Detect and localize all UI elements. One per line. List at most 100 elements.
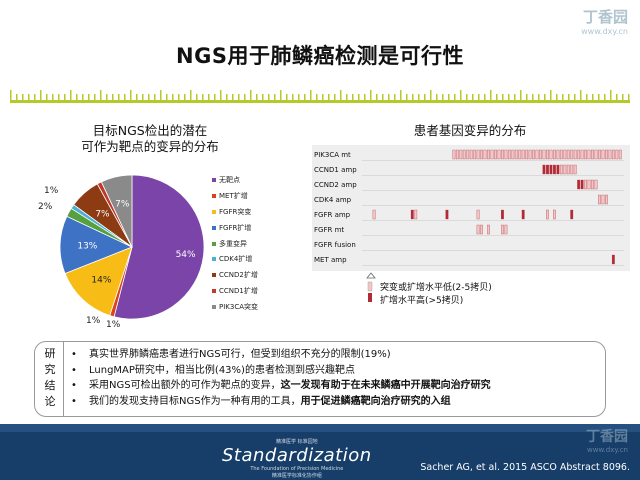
ruler-tick xyxy=(490,90,492,101)
legend-swatch xyxy=(212,257,216,262)
heatmap-cell xyxy=(514,149,518,160)
ruler-tick xyxy=(418,94,420,101)
heatmap-cell xyxy=(601,194,605,205)
ruler-tick xyxy=(520,90,522,101)
legend-item: PIK3CA突变 xyxy=(212,299,258,315)
heatmap-key-low: 突变或扩增水平低(2-5拷贝) xyxy=(380,283,492,293)
ruler-tick xyxy=(238,94,240,101)
ruler-tick xyxy=(394,94,396,101)
heatmap-cell xyxy=(410,209,414,220)
ruler-tick xyxy=(292,94,294,101)
legend-label: 多重变异 xyxy=(219,239,247,248)
legend-swatch xyxy=(212,177,216,182)
heatmap-cell xyxy=(580,149,584,160)
ruler-tick xyxy=(160,90,162,101)
conclusion-item-text: 采用NGS可检出额外的可作为靶点的变异， xyxy=(89,380,281,391)
heatmap-cell xyxy=(608,149,612,160)
ruler-tick xyxy=(172,94,174,101)
heatmap-row-line xyxy=(362,220,624,221)
ruler-tick xyxy=(274,94,276,101)
ruler-tick xyxy=(178,94,180,101)
ruler-tick xyxy=(556,94,558,101)
heatmap-cell xyxy=(459,149,463,160)
heatmap-cell xyxy=(584,149,587,160)
ruler-tick xyxy=(382,94,384,101)
heatmap-cell xyxy=(570,209,574,220)
ruler-tick xyxy=(496,94,498,101)
watermark-top: 丁香园 www.dxy.cn xyxy=(581,6,628,36)
ruler-tick xyxy=(346,94,348,101)
ruler-tick xyxy=(106,94,108,101)
heatmap-cell xyxy=(611,149,615,160)
heatmap-row-line xyxy=(362,235,624,236)
ruler-tick xyxy=(400,90,402,101)
conclusion-item-text: 我们的发现支持目标NGS作为一种有用的工具， xyxy=(89,395,301,407)
heatmap-cell xyxy=(559,164,563,175)
legend-item: 多重变异 xyxy=(212,236,258,252)
heatmap-cell xyxy=(594,149,598,160)
heatmap-cell xyxy=(598,194,601,205)
ruler-tick xyxy=(412,94,414,101)
bullet-icon: • xyxy=(71,380,77,391)
ruler-tick xyxy=(58,94,60,101)
ruler-tick xyxy=(340,90,342,101)
logo-sub2: 精准医学标准化协作组 xyxy=(271,473,322,479)
heatmap-cell xyxy=(525,149,529,160)
heatmap-cell xyxy=(469,149,473,160)
legend-label: PIK3CA突变 xyxy=(219,303,259,312)
ruler-tick xyxy=(388,94,390,101)
ruler-tick xyxy=(436,94,438,101)
heatmap-cell xyxy=(476,224,480,235)
ruler-tick xyxy=(622,94,624,101)
legend-label: MET扩增 xyxy=(219,191,248,200)
ruler-tick xyxy=(508,94,510,101)
heatmap-cell xyxy=(504,224,508,235)
watermark-bottom-url: www.dxy.cn xyxy=(587,446,628,454)
pie-data-label: 7% xyxy=(115,199,130,209)
watermark-bottom: 丁香园 www.dxy.cn xyxy=(586,426,628,454)
legend-label: FGFR扩增 xyxy=(219,223,252,232)
heatmap-cell xyxy=(473,149,477,160)
ruler-tick xyxy=(298,94,300,101)
ruler-tick xyxy=(250,90,252,101)
heatmap-cell xyxy=(501,224,504,235)
conclusion-label: 研究结论 xyxy=(44,347,56,408)
pie-outside-label: 1% xyxy=(86,316,101,326)
heatmap-row-line xyxy=(362,190,624,191)
ruler-tick xyxy=(118,94,120,101)
logo-sub1: The Foundation of Precision Medicine xyxy=(250,466,344,472)
heatmap-cell xyxy=(594,179,598,190)
pie-chart-title: 目标NGS检出的潜在 可作为靶点的变异的分布 xyxy=(40,123,260,155)
heatmap-cell xyxy=(455,149,459,160)
heatmap-cell xyxy=(563,164,567,175)
heatmap-cell xyxy=(549,149,553,160)
legend-item: FGFR扩增 xyxy=(212,220,258,236)
ruler-tick xyxy=(190,90,192,101)
ruler-tick xyxy=(448,94,450,101)
citation: Sacher AG, et al. 2015 ASCO Abstract 809… xyxy=(420,462,630,473)
ruler-tick xyxy=(76,94,78,101)
ruler-tick xyxy=(328,94,330,101)
heatmap-cell xyxy=(480,224,483,235)
pie-legend: 无靶点 MET扩增 FGFR突变 FGFR扩增 多重变异 CDK4扩增 CCND2扩增 CCN… xyxy=(212,172,258,315)
legend-item: 无靶点 xyxy=(212,172,258,188)
heatmap-cell xyxy=(553,149,556,160)
footer-banner: 精准医学 标准园地 Standardization The Foundation… xyxy=(0,424,640,480)
legend-swatch xyxy=(212,305,216,310)
heatmap-cell xyxy=(466,149,470,160)
ruler-tick xyxy=(202,94,204,101)
ruler-tick xyxy=(562,94,564,101)
watermark-bottom-text: 丁香园 xyxy=(586,429,628,445)
ruler-tick xyxy=(40,90,42,101)
legend-item: CCND1扩增 xyxy=(212,283,258,299)
heatmap-cell xyxy=(559,149,563,160)
heatmap-cell xyxy=(539,149,542,160)
ruler-tick xyxy=(10,90,12,101)
footer-band xyxy=(0,424,640,432)
ruler-tick xyxy=(310,90,312,101)
legend-swatch xyxy=(212,193,216,198)
conclusion-item-bold: 这一发现有助于在未来鳞癌中开展靶向治疗研究 xyxy=(280,380,491,391)
ruler-tick xyxy=(454,94,456,101)
ruler-tick xyxy=(592,94,594,101)
ruler-tick xyxy=(568,94,570,101)
